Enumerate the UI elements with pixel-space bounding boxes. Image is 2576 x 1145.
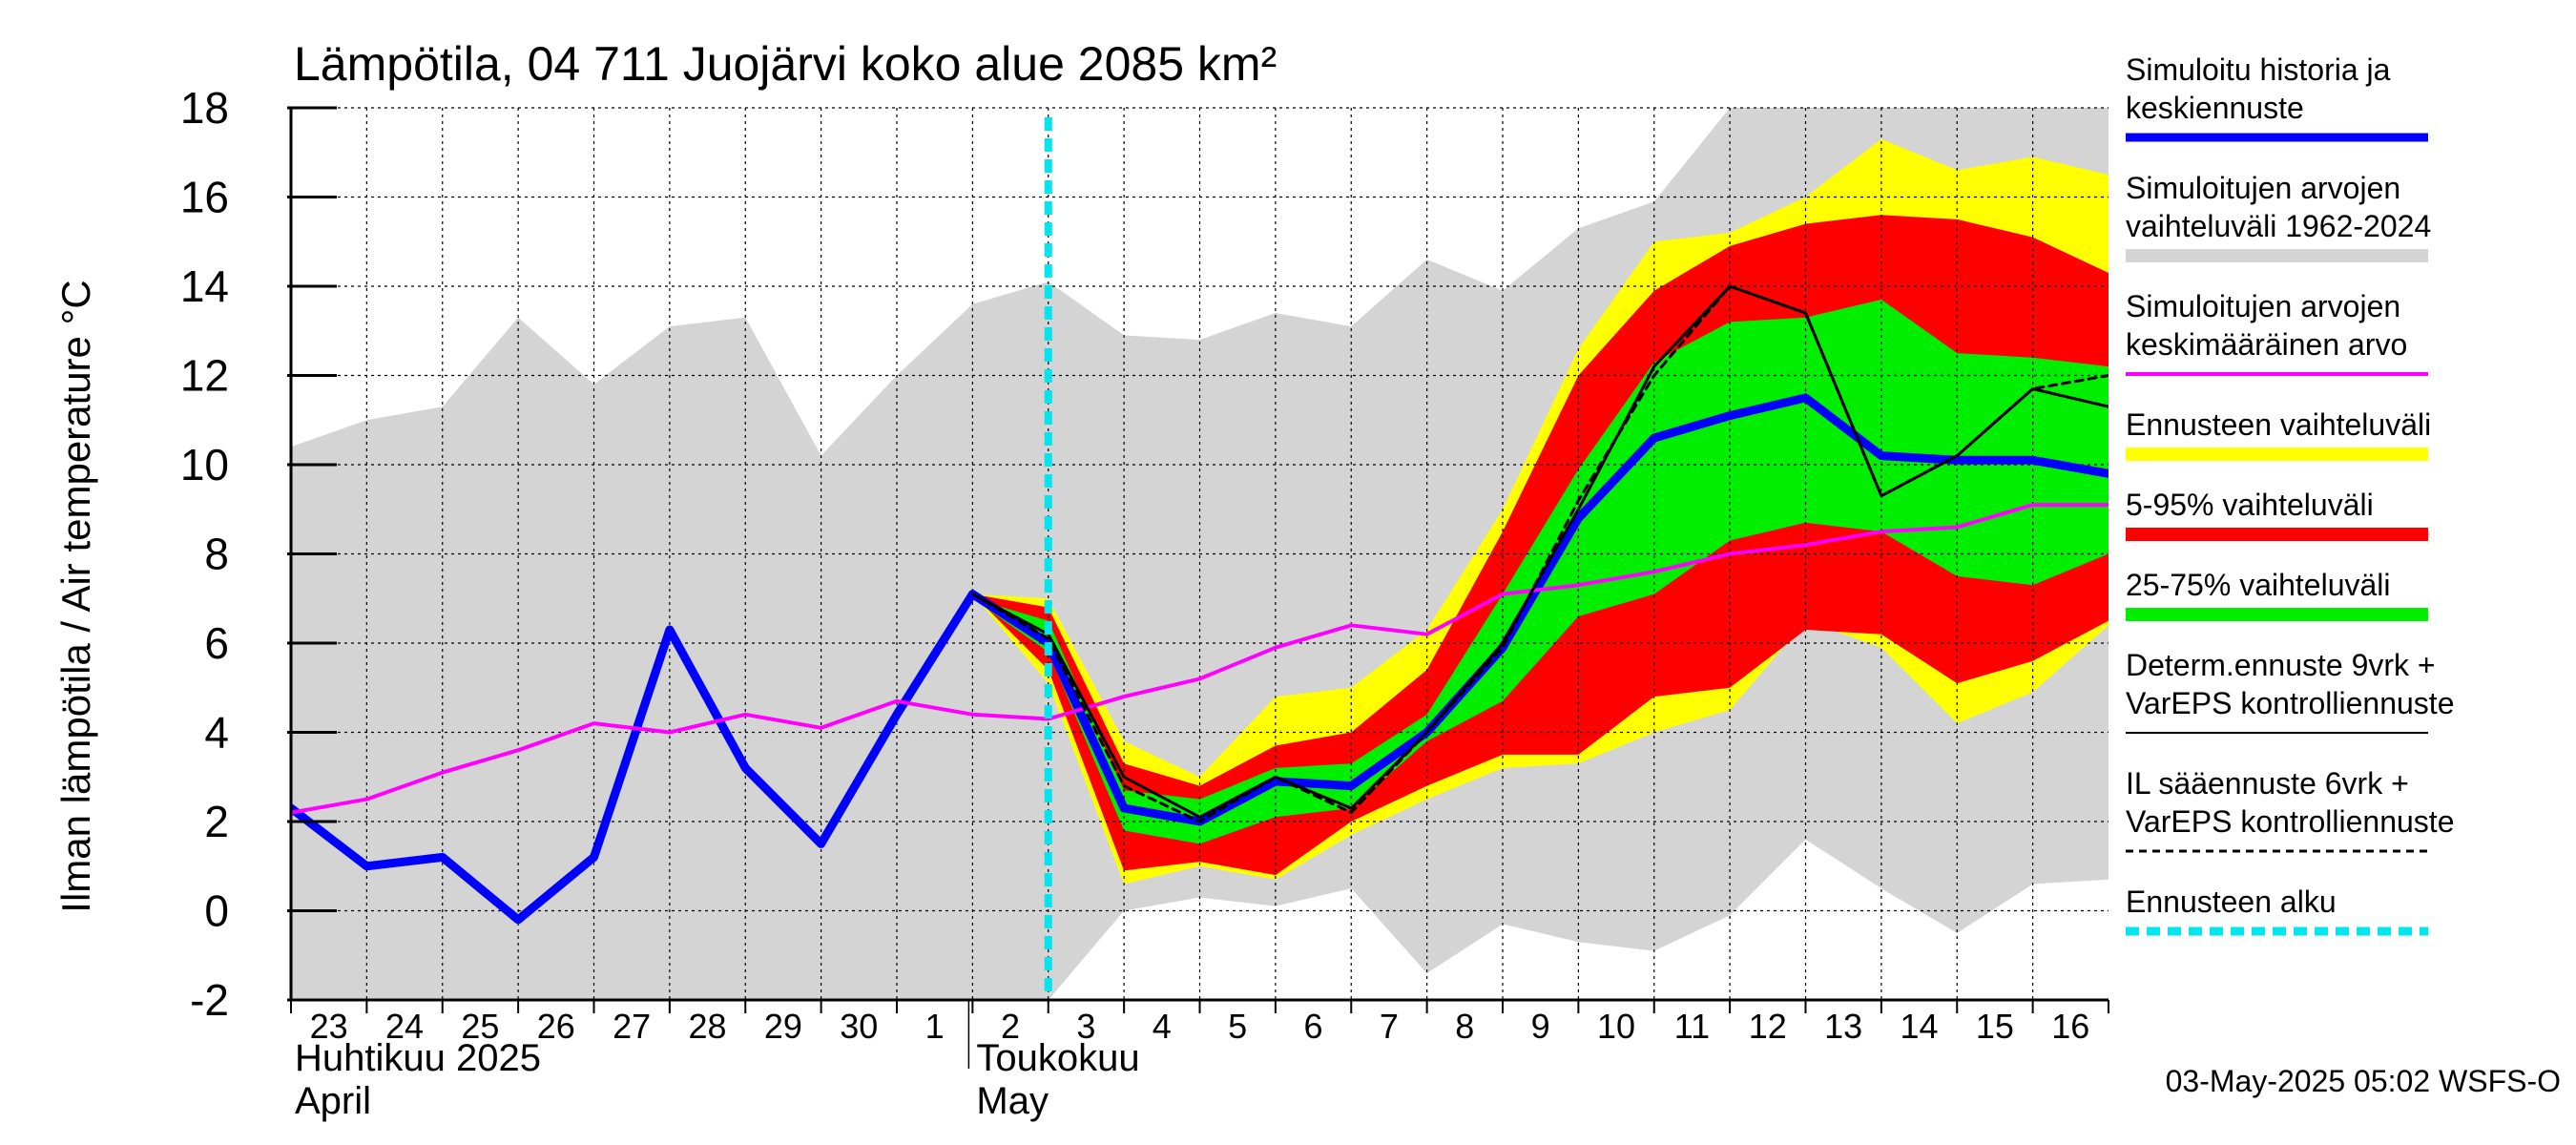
month-label-fi: Toukokuu xyxy=(976,1037,1139,1079)
x-tick-label: 7 xyxy=(1380,1007,1399,1046)
x-tick-label: 6 xyxy=(1304,1007,1323,1046)
x-tick-label: 9 xyxy=(1531,1007,1550,1046)
month-label-en: April xyxy=(295,1080,371,1122)
x-tick-label: 15 xyxy=(1976,1007,2014,1046)
legend-label: Simuloitu historia ja xyxy=(2126,52,2391,87)
legend-label: Ennusteen alku xyxy=(2126,885,2337,919)
x-tick-label: 10 xyxy=(1597,1007,1635,1046)
x-tick-label: 12 xyxy=(1749,1007,1787,1046)
legend-label: 5-95% vaihteluväli xyxy=(2126,488,2374,522)
x-tick-label: 3 xyxy=(1076,1007,1095,1046)
x-tick-label: 13 xyxy=(1824,1007,1862,1046)
x-tick-label: 11 xyxy=(1674,1007,1710,1046)
y-tick-label: 4 xyxy=(204,708,229,758)
x-tick-label: 16 xyxy=(2051,1007,2089,1046)
x-tick-label: 4 xyxy=(1153,1007,1172,1046)
x-tick-label: 5 xyxy=(1228,1007,1247,1046)
month-label-fi: Huhtikuu 2025 xyxy=(295,1037,541,1079)
month-label-en: May xyxy=(976,1080,1049,1122)
y-axis-label: Ilman lämpötila / Air temperature °C xyxy=(53,280,98,912)
y-tick-label: 0 xyxy=(204,886,229,936)
x-tick-label: 26 xyxy=(537,1007,575,1046)
x-tick-label: 29 xyxy=(764,1007,802,1046)
legend: Simuloitu historia ja keskiennuste Simuloi… xyxy=(2126,52,2454,936)
legend-label: VarEPS kontrolliennuste xyxy=(2126,686,2454,720)
y-tick-label: 16 xyxy=(180,173,229,222)
x-tick-label: 1 xyxy=(925,1007,945,1046)
x-tick-label: 27 xyxy=(613,1007,651,1046)
grid-layer xyxy=(291,107,2109,1000)
y-tick-label: 12 xyxy=(180,351,229,401)
chart-title: Lämpötila, 04 711 Juojärvi koko alue 208… xyxy=(294,37,1277,91)
y-tick-label: -2 xyxy=(190,975,229,1025)
y-tick-label: 6 xyxy=(204,618,229,668)
y-tick-label: 18 xyxy=(180,83,229,133)
y-tick-label: 14 xyxy=(180,261,229,311)
x-tick-label: 24 xyxy=(385,1007,424,1046)
legend-label: Simuloitujen arvojen xyxy=(2126,289,2400,323)
legend-label: keskimääräinen arvo xyxy=(2126,327,2407,362)
footer-timestamp: 03-May-2025 05:02 WSFS-O xyxy=(2166,1064,2561,1098)
legend-label: VarEPS kontrolliennuste xyxy=(2126,804,2454,839)
axes-layer xyxy=(287,106,2109,1069)
x-tick-label: 25 xyxy=(461,1007,499,1046)
series-layer xyxy=(291,284,2109,925)
y-tick-label: 2 xyxy=(204,797,229,846)
x-tick-label: 14 xyxy=(1901,1007,1939,1046)
x-tick-label: 8 xyxy=(1455,1007,1474,1046)
x-tick-label: 30 xyxy=(840,1007,878,1046)
legend-label: IL sääennuste 6vrk + xyxy=(2126,766,2409,801)
x-tick-label: 28 xyxy=(689,1007,727,1046)
x-tick-label: 2 xyxy=(1001,1007,1020,1046)
legend-label: Ennusteen vaihteluväli xyxy=(2126,407,2431,442)
series-line-3 xyxy=(970,284,2109,823)
y-tick-label: 10 xyxy=(180,440,229,489)
legend-label: keskiennuste xyxy=(2126,91,2304,125)
y-tick-label: 8 xyxy=(204,530,229,579)
legend-label: Simuloitujen arvojen xyxy=(2126,171,2400,205)
series-line-1 xyxy=(291,503,2109,815)
legend-label: 25-75% vaihteluväli xyxy=(2126,568,2391,602)
legend-label: Determ.ennuste 9vrk + xyxy=(2126,648,2436,682)
legend-label: vaihteluväli 1962-2024 xyxy=(2126,209,2431,243)
x-tick-label: 23 xyxy=(310,1007,348,1046)
